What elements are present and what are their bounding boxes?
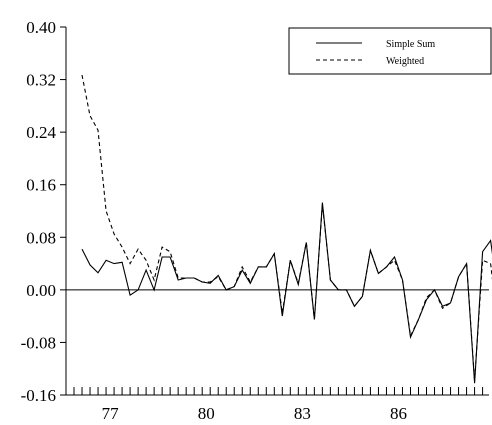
legend-box: [288, 27, 492, 75]
x-tick-label: 77: [102, 404, 120, 423]
series-layer: [81, 74, 492, 384]
y-tick-label: 0.40: [26, 18, 56, 37]
y-tick-label: 0.08: [26, 228, 56, 247]
series-line-simple-sum: [81, 202, 492, 384]
y-tick-label: -0.16: [21, 386, 56, 405]
y-tick-label: 0.00: [26, 281, 56, 300]
y-tick-label: 0.16: [26, 176, 56, 195]
x-tick-label: 83: [294, 404, 311, 423]
x-tick-label: 80: [198, 404, 215, 423]
y-tick-label: 0.24: [26, 123, 56, 142]
legend: Simple Sum Weighted: [288, 27, 492, 75]
x-tick-label: 86: [390, 404, 407, 423]
series-line-weighted: [81, 74, 492, 381]
axes-group: -0.16 -0.08 0.00 0.08 0.16 0.24 0.32 0.40 77 80 83…: [21, 18, 489, 423]
legend-label: Simple Sum: [386, 39, 435, 50]
legend-label: Weighted: [386, 56, 424, 67]
y-tick-label: 0.32: [26, 71, 56, 90]
y-tick-label: -0.08: [21, 333, 56, 352]
